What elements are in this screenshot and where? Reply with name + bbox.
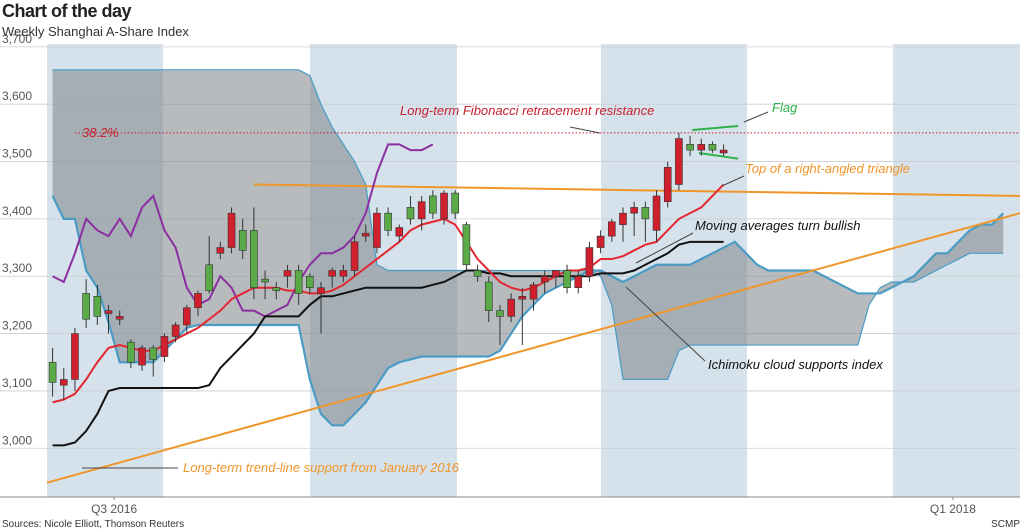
annotation-pointer [743, 111, 769, 123]
candle-body [250, 230, 258, 289]
trend-line [698, 151, 739, 160]
annotation: Top of a right-angled triangle [745, 161, 910, 176]
annotation: Ichimoku cloud supports index [708, 357, 883, 372]
candle-body [294, 270, 303, 294]
candle-body [641, 207, 650, 220]
trend-line [253, 183, 1021, 197]
candle-body [306, 275, 314, 289]
candle-body [149, 347, 158, 360]
candle-body [619, 212, 627, 225]
y-tick-label: 3,500 [2, 147, 32, 161]
y-tick-label: 3,200 [2, 319, 32, 333]
candle-body [708, 144, 717, 151]
candle-body [630, 207, 638, 214]
candle-body [194, 293, 202, 309]
candle-body [160, 336, 169, 357]
y-tick-label: 3,100 [2, 376, 32, 390]
annotation: Long-term Fibonacci retracement resistan… [400, 103, 654, 118]
cloud-area [52, 69, 1004, 426]
candle-body [238, 230, 247, 251]
candle-body [686, 144, 694, 151]
chart-subtitle: Weekly Shanghai A-Share Index [2, 24, 189, 39]
candle-body [328, 270, 336, 277]
trend-line [46, 212, 1021, 484]
credit: SCMP [991, 519, 1020, 530]
candle-body [93, 296, 102, 317]
annotation: Moving averages turn bullish [695, 218, 860, 233]
candle-body [417, 201, 426, 220]
candle-body [697, 144, 706, 151]
candle-body [507, 298, 515, 317]
candle-body [115, 316, 124, 320]
candle-body [529, 284, 538, 300]
annotation: Flag [772, 100, 798, 115]
candle-body [462, 224, 471, 266]
candle-body [216, 247, 225, 254]
y-tick-label: 3,300 [2, 261, 32, 275]
candle-body [138, 347, 146, 366]
annotation-pointer [721, 175, 745, 187]
candle-body [104, 310, 113, 314]
chart-title: Chart of the day [2, 1, 132, 21]
candle-body [59, 379, 68, 386]
candle-body [540, 275, 549, 283]
cloud-span-b [52, 69, 1004, 381]
candle-body [675, 138, 683, 185]
candle-body [563, 270, 571, 289]
candle-body [384, 212, 392, 231]
annotation-pointer [635, 232, 694, 264]
candle-body [182, 307, 191, 326]
candle-body [71, 333, 79, 380]
candle-body [127, 341, 135, 363]
x-tick-label: Q3 2016 [91, 502, 137, 516]
moving-average [52, 143, 434, 318]
candle-body [205, 264, 213, 291]
candle-body [719, 149, 728, 154]
y-tick-label: 3,400 [2, 204, 32, 218]
candle-body [607, 221, 616, 237]
candle-body [484, 281, 493, 311]
fib-label: 38.2% [82, 125, 119, 140]
candle-body [518, 296, 527, 300]
annotation: Long-term trend-line support from Januar… [183, 460, 460, 475]
candle-body [227, 212, 236, 248]
candle-body [361, 232, 370, 237]
y-tick-label: 3,000 [2, 433, 32, 447]
candle-body [451, 192, 460, 214]
candle-body [350, 241, 359, 271]
y-tick-label: 3,600 [2, 89, 32, 103]
candle-body [317, 287, 325, 294]
candle-body [395, 227, 404, 237]
candle-body [171, 324, 180, 337]
trend-line [692, 125, 739, 132]
candle-body [585, 247, 594, 277]
moving-average [52, 240, 724, 447]
candle-body [406, 207, 415, 220]
annotation-pointer [569, 126, 601, 134]
candle-body [429, 195, 437, 214]
candle-body [496, 310, 504, 317]
quarter-band [893, 44, 1020, 497]
candle-body [339, 270, 348, 277]
candle-body [82, 293, 90, 320]
candle-body [440, 192, 448, 220]
candle-body [261, 278, 269, 283]
source: Sources: Nicole Elliott, Thomson Reuters [2, 519, 184, 530]
candle-body [652, 195, 661, 231]
x-tick-label: Q1 2018 [930, 502, 976, 516]
y-tick-label: 3,700 [2, 32, 32, 46]
cloud-span-a [51, 195, 1005, 427]
annotation-pointer [625, 286, 706, 362]
candle-body [596, 235, 605, 248]
candle-body [473, 270, 482, 277]
candle-body [283, 270, 292, 277]
candle-body [663, 166, 672, 202]
candle-body [552, 270, 560, 277]
candle-body [574, 275, 583, 289]
candle-body [48, 361, 57, 383]
candle-body [272, 287, 281, 291]
candle-body [373, 212, 381, 248]
